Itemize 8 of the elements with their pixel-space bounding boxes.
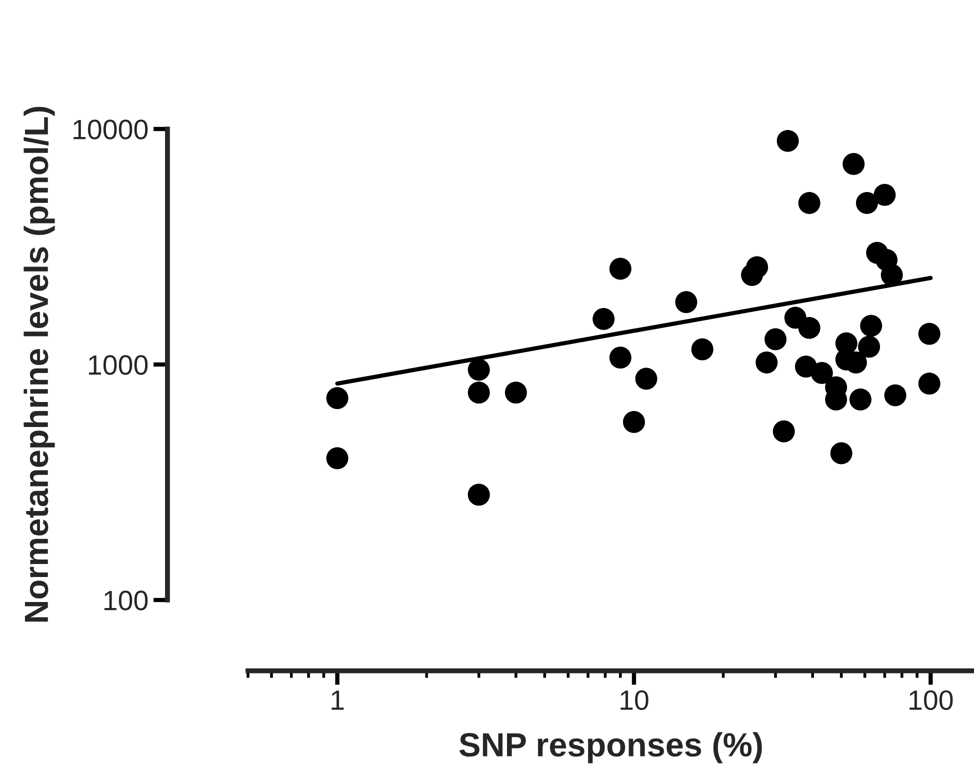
x-tick-label: 10 [620,690,648,710]
y-tick-label: 100 [104,590,148,610]
y-axis-title: Normetanephrine levels (pmol/L) [24,106,55,622]
y-tick-label: 1000 [89,355,148,375]
y-tick-label: 10000 [74,120,148,140]
x-tick-label: 1 [332,690,344,710]
x-axis-title: SNP responses (%) [459,732,762,764]
x-tick-label: 100 [910,690,953,710]
